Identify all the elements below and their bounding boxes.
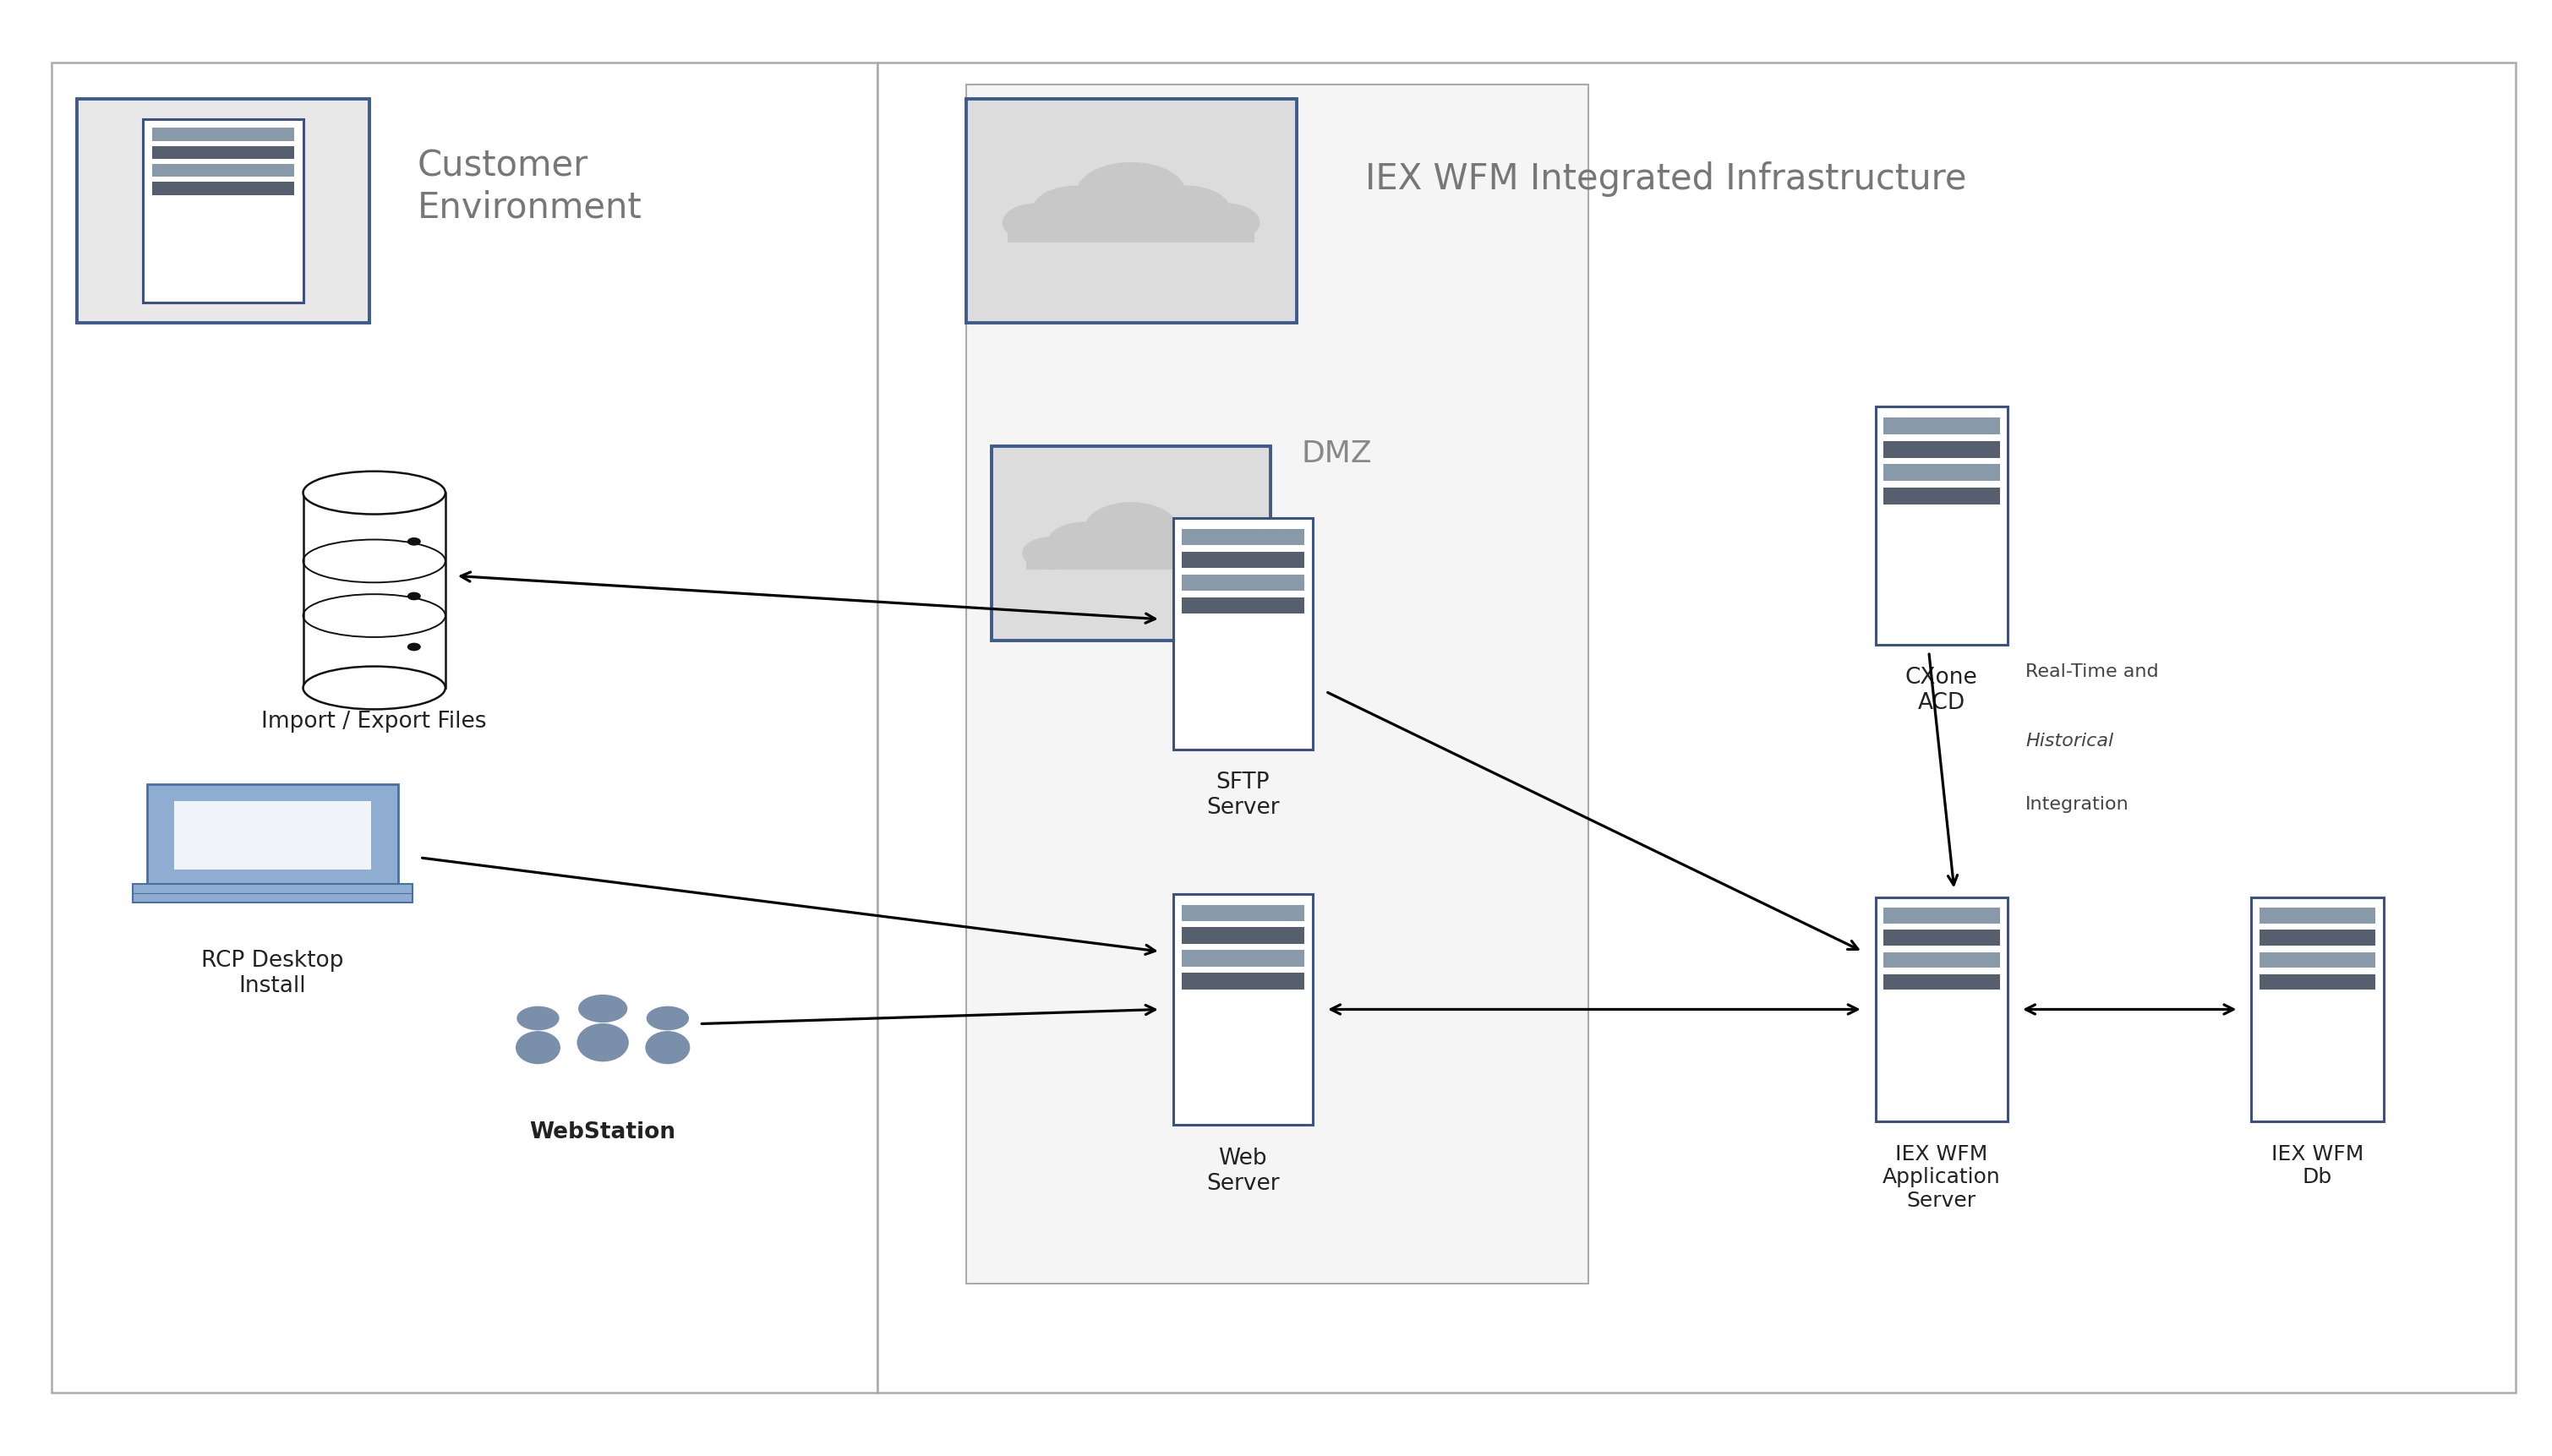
Bar — [1182, 927, 1304, 943]
Circle shape — [1003, 204, 1072, 243]
Bar — [1182, 973, 1304, 990]
Circle shape — [408, 539, 421, 546]
Circle shape — [1077, 163, 1187, 226]
Bar — [153, 182, 293, 195]
Bar — [2259, 909, 2376, 925]
Ellipse shape — [577, 1024, 628, 1061]
Text: IEX WFM
Application
Server: IEX WFM Application Server — [1883, 1143, 2001, 1210]
Bar — [77, 100, 370, 323]
Bar — [993, 447, 1271, 641]
Bar — [2259, 930, 2376, 946]
Bar — [1174, 518, 1312, 750]
Circle shape — [408, 593, 421, 600]
Circle shape — [1023, 537, 1079, 571]
Bar — [1883, 418, 2001, 435]
Bar — [1026, 547, 1235, 571]
Text: IEX WFM
Db: IEX WFM Db — [2271, 1143, 2363, 1187]
Text: Historical: Historical — [2026, 732, 2113, 750]
Circle shape — [1141, 186, 1230, 237]
Bar — [133, 884, 413, 903]
Ellipse shape — [516, 1031, 561, 1064]
Bar — [153, 128, 293, 141]
Bar — [1182, 597, 1304, 614]
Bar — [304, 494, 447, 689]
Bar — [1174, 894, 1312, 1125]
Circle shape — [1192, 204, 1261, 243]
Bar — [1182, 575, 1304, 591]
Bar — [1883, 441, 2001, 459]
Bar — [1182, 530, 1304, 546]
Bar — [967, 100, 1296, 323]
Circle shape — [579, 994, 628, 1022]
Text: CXone
ACD: CXone ACD — [1906, 667, 1978, 713]
Bar — [143, 119, 304, 303]
Bar — [1182, 951, 1304, 967]
Ellipse shape — [304, 667, 447, 709]
Bar — [2259, 952, 2376, 968]
Bar — [1883, 488, 2001, 505]
Ellipse shape — [304, 472, 447, 515]
Circle shape — [1090, 194, 1171, 240]
Ellipse shape — [646, 1031, 689, 1064]
Text: RCP Desktop
Install: RCP Desktop Install — [202, 949, 345, 996]
Text: WebStation: WebStation — [531, 1121, 676, 1143]
Bar — [1883, 930, 2001, 946]
Circle shape — [1046, 523, 1123, 565]
Bar — [1008, 215, 1256, 243]
Bar — [1876, 406, 2008, 645]
Bar — [1876, 898, 2008, 1121]
Bar — [967, 86, 1587, 1284]
Circle shape — [516, 1006, 559, 1031]
Text: Customer
Environment: Customer Environment — [419, 149, 643, 224]
Text: DMZ: DMZ — [1302, 440, 1373, 467]
FancyBboxPatch shape — [148, 785, 398, 885]
Text: SFTP
Server: SFTP Server — [1207, 772, 1279, 818]
Bar — [153, 147, 293, 160]
Circle shape — [1031, 186, 1120, 237]
Bar — [878, 64, 2516, 1392]
Bar — [153, 165, 293, 178]
Bar — [1883, 464, 2001, 482]
Circle shape — [1085, 502, 1176, 555]
Circle shape — [1141, 523, 1215, 565]
Text: Import / Export Files: Import / Export Files — [260, 711, 487, 732]
Bar — [2251, 898, 2384, 1121]
Circle shape — [1097, 529, 1166, 568]
Bar — [174, 801, 370, 871]
Circle shape — [1182, 537, 1240, 571]
Text: IEX WFM Integrated Infrastructure: IEX WFM Integrated Infrastructure — [1365, 162, 1968, 197]
Text: Integration: Integration — [2026, 796, 2128, 812]
Circle shape — [646, 1006, 689, 1031]
Bar — [2259, 974, 2376, 990]
Bar — [1883, 952, 2001, 968]
Bar — [51, 64, 878, 1392]
Text: Real-Time and: Real-Time and — [2026, 662, 2159, 680]
Bar — [1182, 552, 1304, 569]
Circle shape — [408, 644, 421, 651]
Text: Web
Server: Web Server — [1207, 1147, 1279, 1194]
Bar — [1883, 909, 2001, 925]
Bar — [1883, 974, 2001, 990]
Bar — [1182, 906, 1304, 922]
